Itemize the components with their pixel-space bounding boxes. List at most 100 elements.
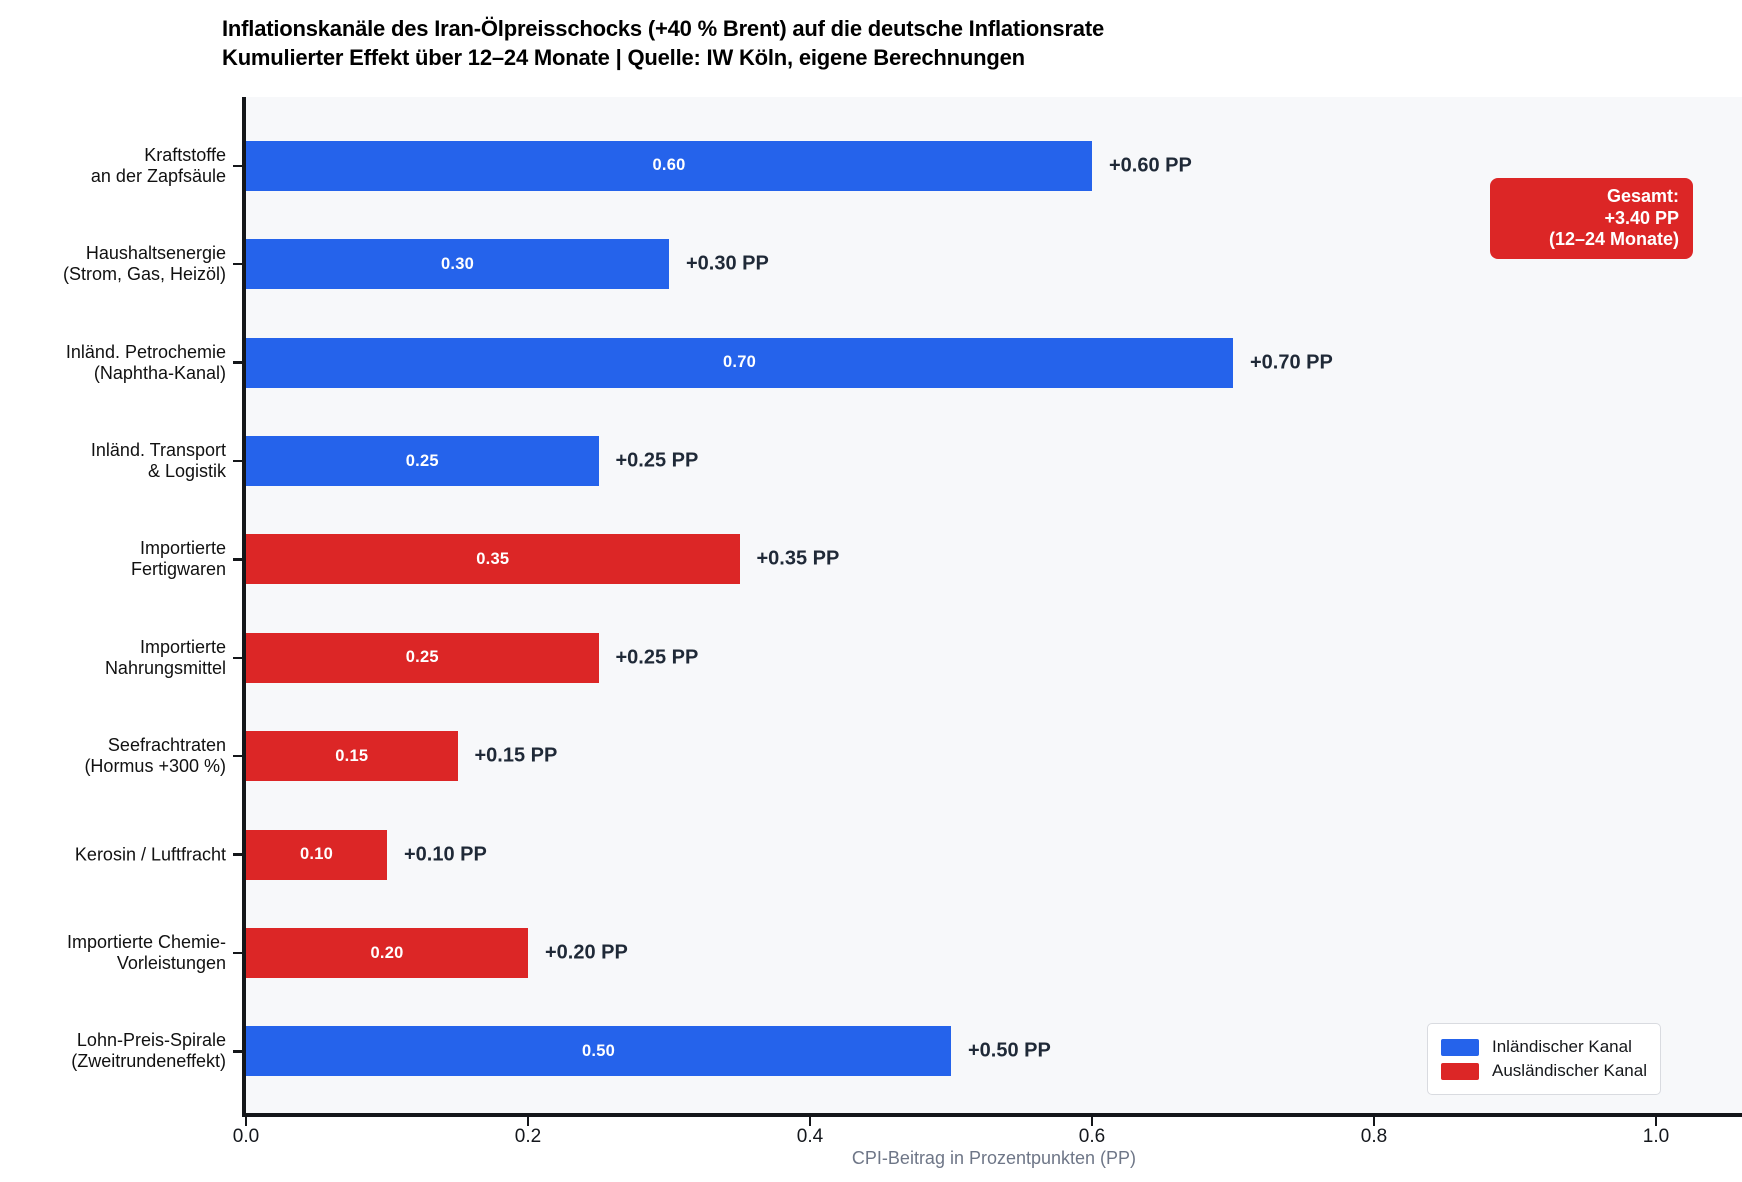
bar-value-label: 0.35 [476,549,510,568]
bar-outside-label: +0.60 PP [1109,154,1192,177]
bar-value-label: 0.10 [300,845,333,864]
bar: 0.35 [246,534,740,585]
y-tick-mark [233,754,246,758]
bar: 0.60 [246,140,1092,191]
chart-title: Inflationskanäle des Iran-Ölpreisschocks… [222,14,1104,72]
x-tick-mark [808,1117,812,1126]
y-axis-spine [242,97,246,1117]
x-tick-mark [244,1117,248,1126]
legend-item: Inländischer Kanal [1441,1037,1647,1057]
bar-value-label: 0.30 [441,254,474,273]
legend-swatch-foreign [1441,1062,1479,1080]
bar-value-label: 0.60 [652,156,686,175]
bar-outside-label: +0.25 PP [615,646,699,669]
bar-outside-label: +0.25 PP [615,449,699,472]
y-tick-label-line: an der Zapfsäule [90,165,226,186]
bar-value-label: 0.15 [335,746,369,765]
legend: Inländischer Kanal Ausländischer Kanal [1427,1023,1661,1095]
y-tick-label: Importierte Chemie- Vorleistungen [67,932,226,974]
bar: 0.30 [246,239,669,290]
bar-value-label: 0.25 [405,451,439,470]
y-tick-label-line: Importierte [139,636,226,657]
chart-title-line1: Inflationskanäle des Iran-Ölpreisschocks… [222,16,1105,41]
bar: 0.25 [246,436,599,486]
x-tick-label: 0.0 [232,1126,260,1147]
x-axis-spine [242,1113,1742,1117]
y-tick-label-line: (Zweitrundeneffekt) [71,1051,226,1072]
y-tick-label: Inländ. Petrochemie (Naphtha-Kanal) [66,342,226,384]
bar: 0.70 [246,337,1233,388]
y-tick-label-line: Haushaltsenergie [85,243,226,264]
x-axis-label: CPI-Beitrag in Prozentpunkten (PP) [851,1148,1137,1168]
bar-outside-label: +0.35 PP [756,547,840,570]
y-tick-label-line: Vorleistungen [116,953,226,973]
bar-outside-label: +0.30 PP [686,252,769,275]
bar-outside-label: +0.15 PP [474,744,558,767]
legend-swatch-domestic [1441,1038,1479,1056]
y-tick-label: Kraftstoffe an der Zapfsäule [91,145,226,187]
y-tick-mark [233,853,246,856]
y-tick-label-line: Kerosin / Luftfracht [74,844,226,865]
y-tick-mark [233,558,246,561]
y-tick-label: Haushaltsenergie (Strom, Gas, Heizöl) [63,243,226,285]
bar-outside-label: +0.50 PP [968,1039,1051,1062]
bar-value-label: 0.70 [723,353,756,372]
x-tick-mark [1654,1117,1658,1126]
legend-label: Ausländischer Kanal [1492,1061,1647,1080]
y-tick-label: Kerosin / Luftfracht [75,844,226,865]
y-tick-mark [233,361,246,364]
x-tick-label: 0.6 [1078,1126,1106,1147]
bar-value-label: 0.20 [370,943,404,962]
x-tick-label: 0.8 [1360,1126,1388,1147]
legend-item: Ausländischer Kanal [1441,1061,1647,1081]
y-tick-mark [233,656,246,660]
y-tick-label-line: (Naphtha-Kanal) [93,362,226,383]
y-tick-label: Importierte Fertigwaren [131,538,226,580]
y-tick-label: Lohn-Preis-Spirale (Zweitrundeneffekt) [71,1030,226,1072]
legend-label: Inländischer Kanal [1492,1037,1632,1056]
y-tick-label-line: Importierte Chemie- [66,932,226,952]
x-tick-label: 0.2 [514,1126,542,1147]
y-tick-label: Seefrachtraten (Hormus +300 %) [84,735,226,777]
total-annotation: Gesamt: +3.40 PP (12–24 Monate) [1490,178,1693,259]
x-tick-label: 0.4 [796,1126,824,1147]
x-tick-mark [1090,1117,1094,1126]
x-tick-mark [526,1117,530,1126]
y-tick-label-line: Importierte [139,538,226,559]
x-tick-mark [1372,1117,1376,1126]
bar-value-label: 0.50 [582,1041,615,1060]
total-annotation-line: +3.40 PP [1604,207,1679,228]
y-tick-label-line: Lohn-Preis-Spirale [76,1030,226,1051]
y-tick-label-line: Inländ. Petrochemie [65,341,226,362]
y-tick-mark [233,164,246,168]
y-tick-label-line: Seefrachtraten [107,735,226,756]
total-annotation-line: Gesamt: [1606,186,1679,206]
plot-area: 0.60 +0.60 PP 0.30 +0.30 PP 0.70 +0.70 PP 0.25… [246,97,1742,1113]
bar-outside-label: +0.20 PP [545,941,628,964]
y-tick-mark [233,1050,246,1053]
total-annotation-line: (12–24 Monate) [1548,229,1679,249]
bar-value-label: 0.25 [405,648,439,667]
y-tick-label: Importierte Nahrungsmittel [105,637,226,679]
y-tick-label-line: (Strom, Gas, Heizöl) [62,264,226,285]
bar: 0.10 [246,829,387,880]
bar: 0.15 [246,731,458,782]
y-tick-label-line: Inländ. Transport [90,440,226,460]
bar: 0.20 [246,928,528,978]
y-tick-label: Inländ. Transport & Logistik [91,440,226,482]
y-tick-mark [233,951,246,955]
y-tick-label-line: Fertigwaren [130,559,226,580]
y-tick-label-line: & Logistik [147,461,226,481]
bar: 0.25 [246,632,599,683]
chart-title-line2: Kumulierter Effekt über 12–24 Monate | Q… [222,45,1025,70]
bar-outside-label: +0.10 PP [404,843,487,866]
y-tick-mark [233,262,246,266]
y-tick-label-line: Nahrungsmittel [104,657,226,678]
y-tick-label-line: (Hormus +300 %) [84,756,226,777]
bar-outside-label: +0.70 PP [1250,351,1333,374]
bar: 0.50 [246,1026,951,1077]
y-tick-label-line: Kraftstoffe [144,144,226,165]
x-tick-label: 1.0 [1642,1126,1670,1147]
y-tick-mark [233,459,246,463]
